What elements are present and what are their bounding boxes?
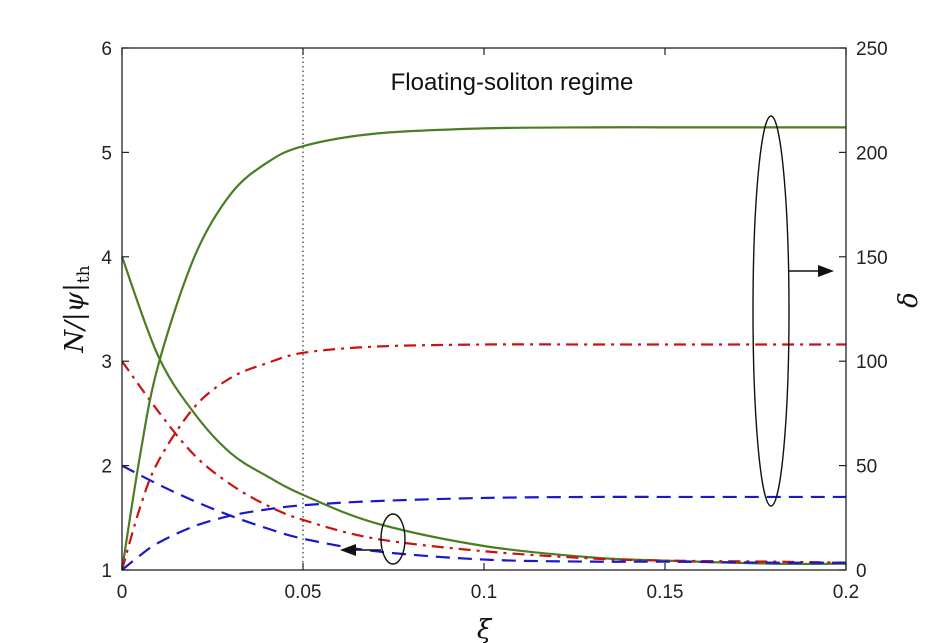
x-tick-label: 0.05 bbox=[285, 582, 322, 603]
series-line-left-green bbox=[120, 256, 847, 566]
y-right-tick-label: 200 bbox=[856, 143, 888, 164]
series-line-right-red bbox=[120, 343, 846, 571]
y-left-tick-label: 5 bbox=[101, 143, 112, 164]
x-axis-label: ξ bbox=[477, 615, 493, 643]
y-left-tick-label: 6 bbox=[101, 39, 112, 60]
y-left-axis-label: N/|ψ|th bbox=[60, 265, 94, 353]
left-axis-arrow-head bbox=[340, 544, 356, 556]
y-left-tick-label: 4 bbox=[101, 248, 112, 269]
x-tick-label: 0 bbox=[117, 582, 128, 603]
series-line-right-blue bbox=[121, 495, 846, 571]
y-left-axis-label-subscript: th bbox=[74, 265, 94, 283]
y-left-tick-label: 3 bbox=[101, 352, 112, 373]
y-right-tick-label: 50 bbox=[856, 457, 877, 478]
y-right-axis-label: δ bbox=[894, 292, 924, 308]
y-right-tick-label: 250 bbox=[856, 39, 888, 60]
x-tick-label: 0.15 bbox=[647, 582, 684, 603]
y-right-tick-label: 100 bbox=[856, 352, 888, 373]
right-group-ellipse bbox=[752, 115, 790, 507]
y-left-tick-label: 1 bbox=[101, 561, 112, 582]
left-group-ellipse bbox=[380, 513, 406, 565]
chart-annotation: Floating-soliton regime bbox=[391, 69, 634, 96]
x-tick-label: 0.2 bbox=[833, 582, 859, 603]
y-right-tick-label: 0 bbox=[856, 561, 867, 582]
series-line-right-green bbox=[120, 126, 846, 571]
y-right-tick-label: 150 bbox=[856, 248, 888, 269]
series-line-left-blue bbox=[121, 464, 847, 564]
y-left-tick-label: 2 bbox=[101, 457, 112, 478]
series-line-left-red bbox=[121, 360, 847, 564]
right-axis-arrow-head bbox=[818, 265, 834, 277]
x-tick-label: 0.1 bbox=[471, 582, 497, 603]
